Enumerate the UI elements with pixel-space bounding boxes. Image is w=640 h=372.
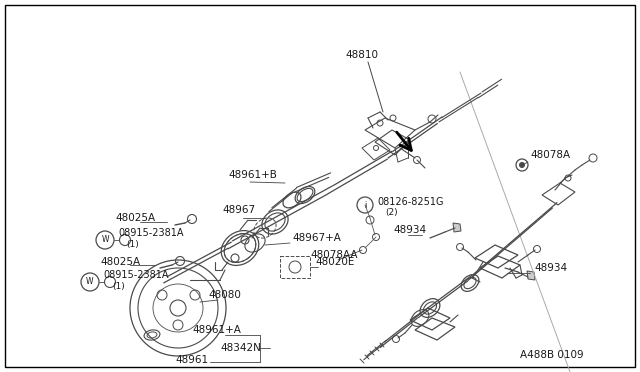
Text: 08126-8251G: 08126-8251G — [377, 197, 444, 207]
Text: 08915-2381A: 08915-2381A — [103, 270, 168, 280]
Text: W: W — [101, 235, 109, 244]
Text: 48020E: 48020E — [315, 257, 355, 267]
Text: (1): (1) — [126, 240, 139, 248]
Text: i: i — [364, 201, 366, 209]
Text: 08915-2381A: 08915-2381A — [118, 228, 184, 238]
Text: 48342N: 48342N — [220, 343, 261, 353]
Text: 48080: 48080 — [208, 290, 241, 300]
Text: 48961+A: 48961+A — [192, 325, 241, 335]
Text: 48810: 48810 — [345, 50, 378, 60]
Text: W: W — [86, 278, 93, 286]
Text: 48078A: 48078A — [530, 150, 570, 160]
Text: 48967: 48967 — [222, 205, 255, 215]
Text: (2): (2) — [385, 208, 397, 218]
Text: 48961+B: 48961+B — [228, 170, 277, 180]
Text: A488B 0109: A488B 0109 — [520, 350, 584, 360]
Polygon shape — [453, 223, 461, 232]
Text: 48025A: 48025A — [115, 213, 155, 223]
Text: 48025A: 48025A — [100, 257, 140, 267]
Text: 48078AA: 48078AA — [310, 250, 358, 260]
Text: 48934: 48934 — [534, 263, 567, 273]
Text: 48934: 48934 — [393, 225, 426, 235]
Circle shape — [520, 163, 525, 167]
Polygon shape — [527, 271, 535, 280]
Text: 48967+A: 48967+A — [292, 233, 341, 243]
Text: 48961: 48961 — [175, 355, 208, 365]
Text: (1): (1) — [112, 282, 125, 291]
